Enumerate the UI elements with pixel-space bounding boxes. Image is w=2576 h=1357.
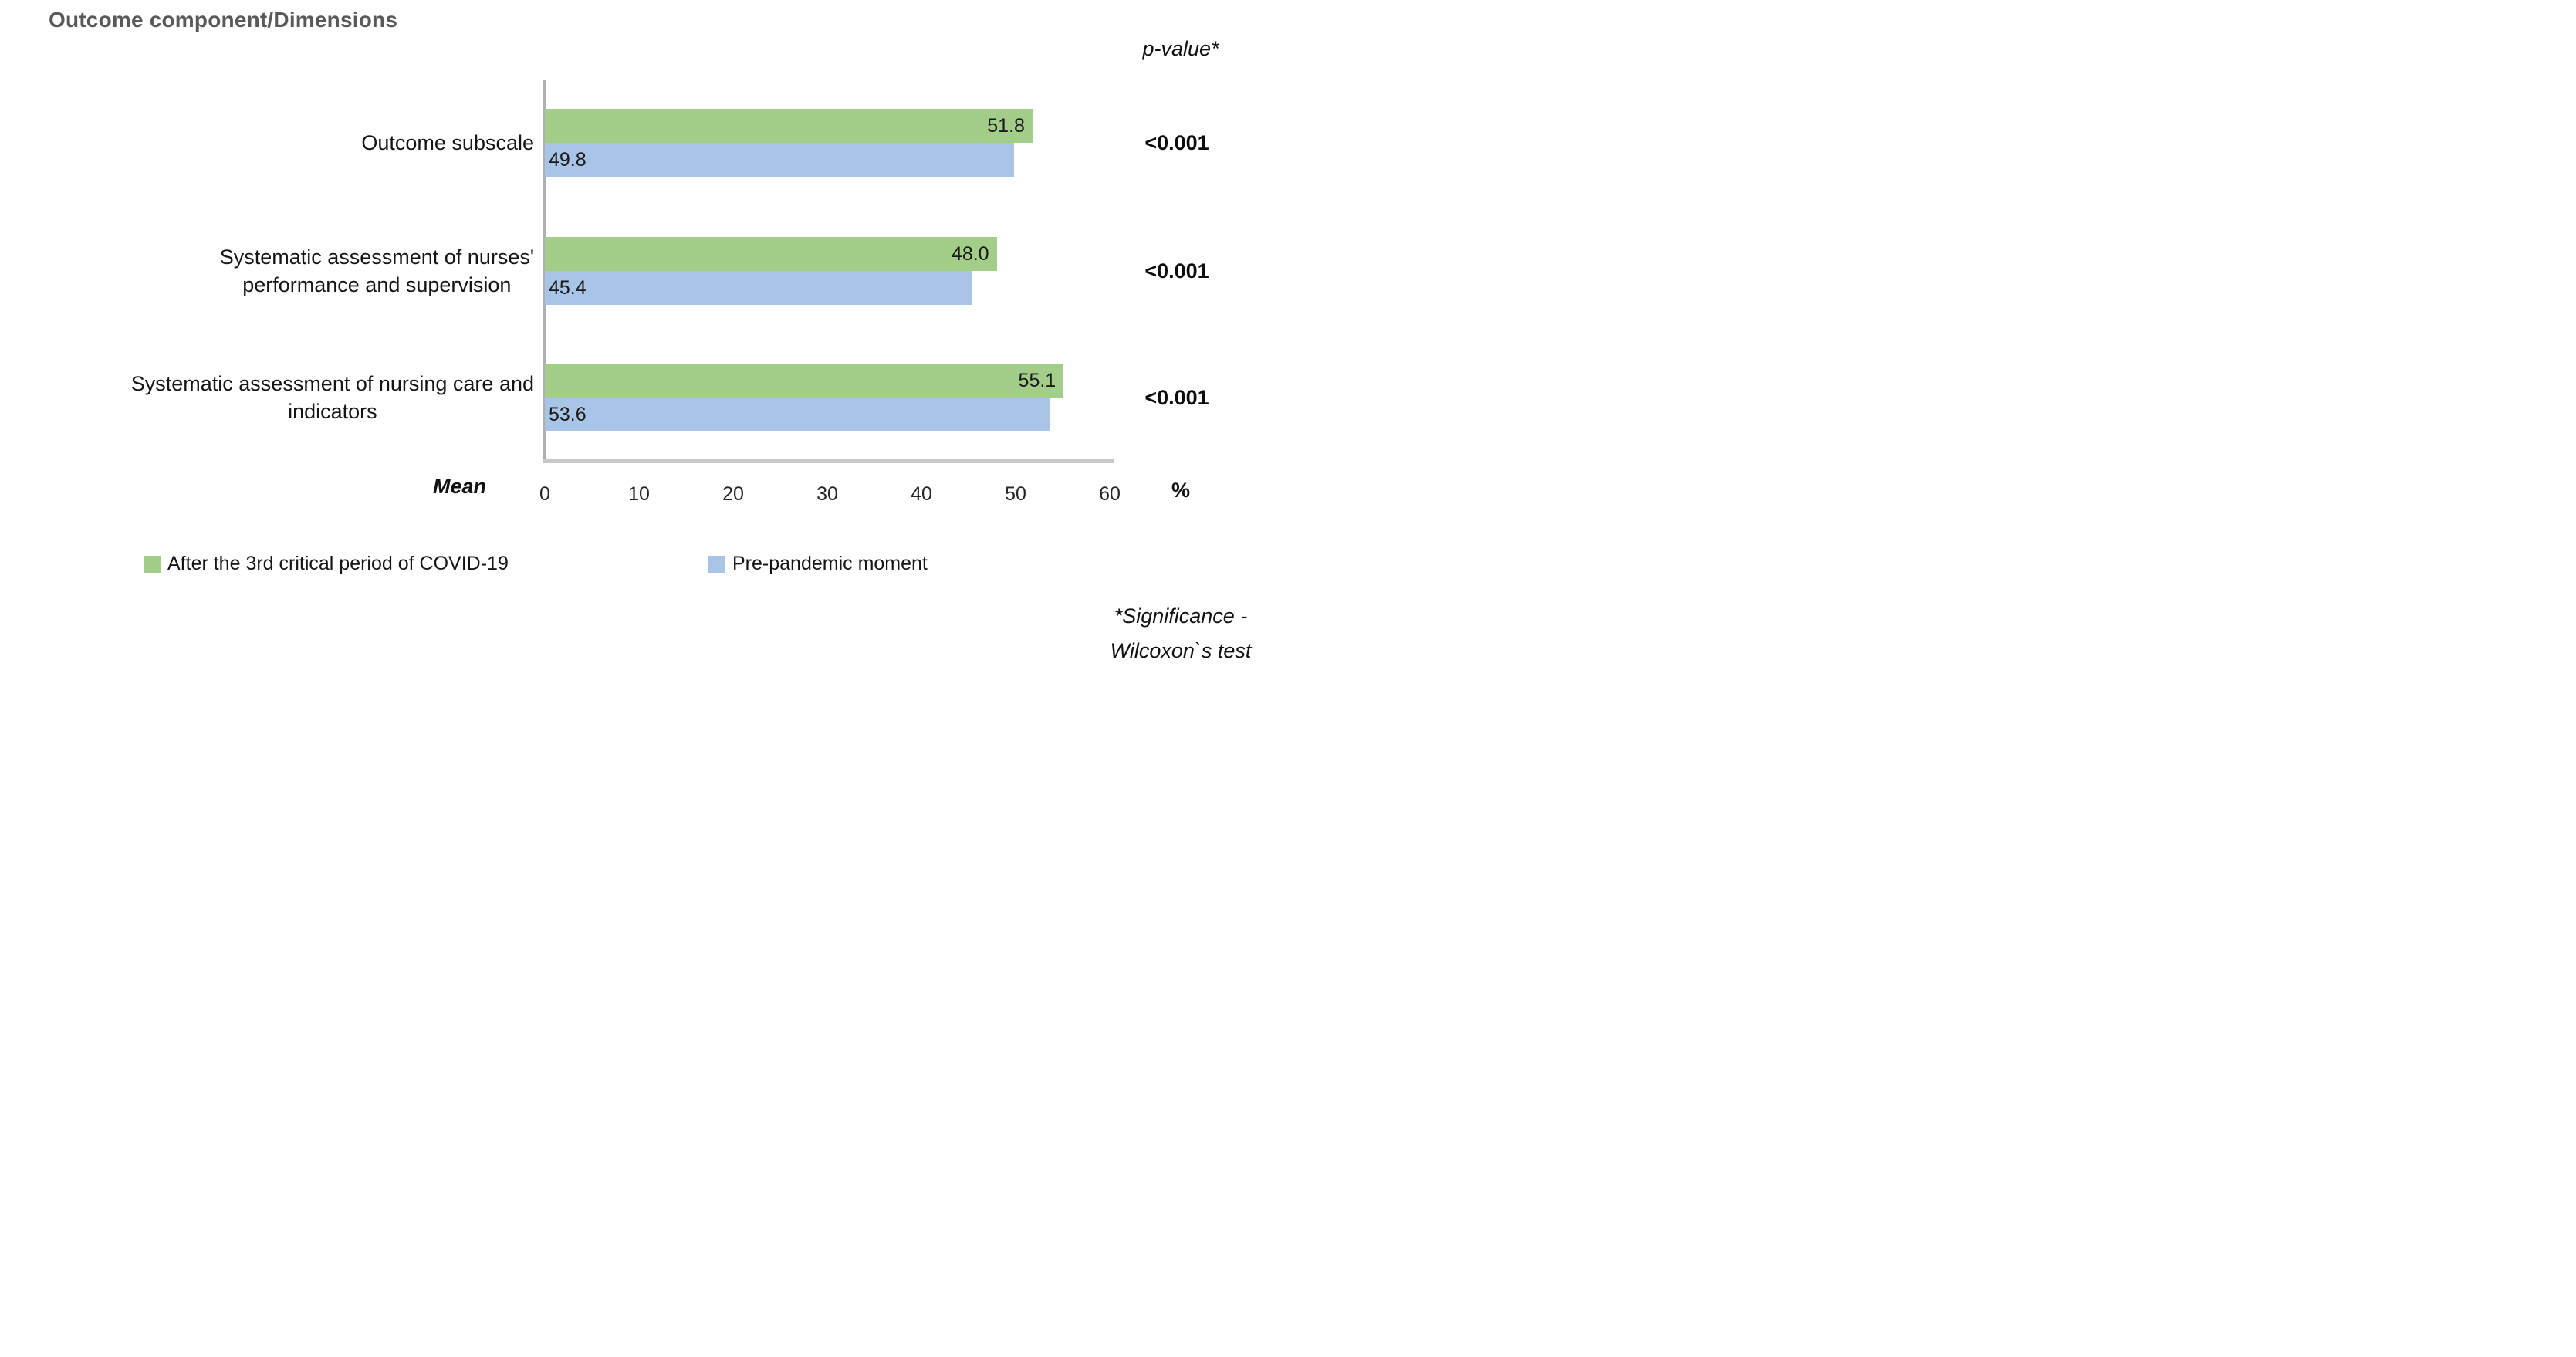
y-axis-line (543, 80, 546, 461)
legend-swatch-green (144, 555, 161, 573)
p-value: <0.001 (1144, 259, 1209, 283)
legend-label: Pre-pandemic moment (732, 553, 928, 574)
category-label-text: Systematic assessment of nurses' performa… (220, 243, 534, 299)
x-axis-unit-label: % (1171, 479, 1190, 502)
footnote-line: Wilcoxon`s test (1110, 638, 1252, 662)
x-tick-label: 10 (628, 483, 650, 505)
category-label: Systematic assessment of nursing care an… (131, 364, 534, 431)
x-axis-line (543, 459, 1114, 463)
legend-item-after-covid: After the 3rd critical period of COVID-1… (144, 553, 509, 575)
x-axis-title: Mean (432, 475, 486, 498)
category-label: Systematic assessment of nurses' performa… (220, 237, 534, 305)
legend-label: After the 3rd critical period of COVID-1… (167, 553, 509, 574)
bar-pre-pandemic: 45.4 (545, 271, 972, 305)
bar-value-label: 49.8 (549, 148, 587, 171)
category-label-line: indicators (288, 400, 377, 423)
legend-item-pre-pandemic: Pre-pandemic moment (708, 553, 928, 575)
bar-value-label: 55.1 (1018, 369, 1056, 391)
chart-canvas: Outcome component/Dimensions p-value* Ou… (0, 0, 1288, 678)
category-label-line: Systematic assessment of nursing care an… (130, 371, 534, 395)
bar-value-label: 48.0 (951, 242, 989, 265)
bar-value-label: 45.4 (549, 276, 587, 299)
x-tick-label: 20 (722, 483, 744, 505)
bar-value-label: 53.6 (549, 403, 587, 425)
x-tick-label: 50 (1005, 483, 1026, 505)
category-label-line: Outcome subscale (361, 130, 534, 154)
category-label-text: Outcome subscale (361, 129, 534, 157)
pvalue-column-header: p-value* (1142, 37, 1219, 60)
bar-pre-pandemic: 53.6 (545, 398, 1050, 431)
bar-after-covid: 55.1 (545, 364, 1064, 398)
x-tick-label: 60 (1099, 483, 1121, 505)
x-tick-label: 30 (816, 483, 838, 505)
x-tick-label: 40 (911, 483, 932, 505)
significance-footnote: *Significance - Wilcoxon`s test (1019, 599, 1288, 668)
bar-pre-pandemic: 49.8 (545, 143, 1014, 177)
p-value: <0.001 (1144, 130, 1209, 154)
p-value: <0.001 (1144, 385, 1209, 409)
chart-title: Outcome component/Dimensions (49, 8, 398, 32)
x-tick-label: 0 (539, 483, 550, 505)
bar-after-covid: 51.8 (545, 109, 1033, 143)
category-label-text: Systematic assessment of nursing care an… (131, 370, 534, 426)
category-label-line: Systematic assessment of nurses' (219, 245, 534, 269)
footnote-line: *Significance - (1114, 604, 1248, 628)
legend-swatch-blue (708, 555, 725, 573)
bar-value-label: 51.8 (987, 114, 1025, 137)
category-label-line: performance and supervision (242, 273, 512, 296)
category-label: Outcome subscale (361, 109, 534, 177)
bar-after-covid: 48.0 (545, 237, 997, 271)
